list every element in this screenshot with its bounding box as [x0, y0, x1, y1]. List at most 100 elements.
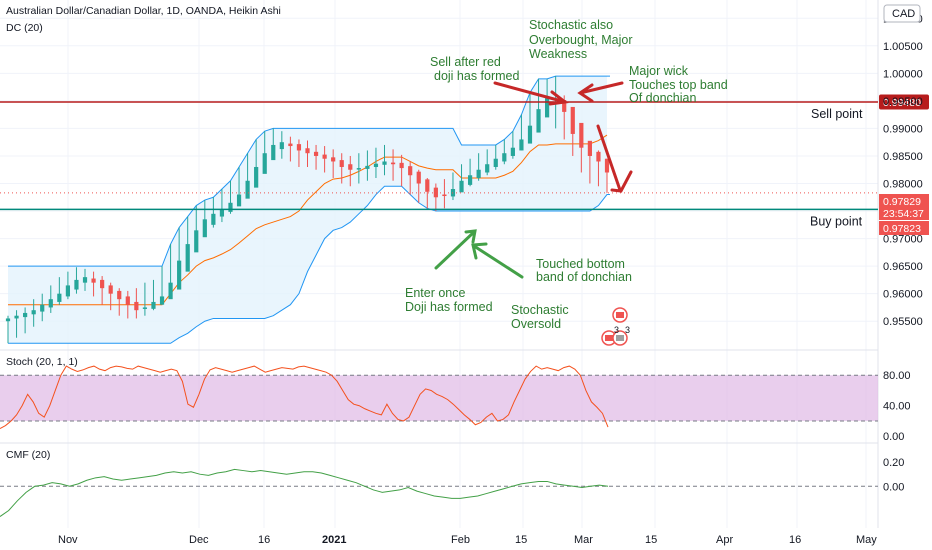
candle[interactable] — [579, 122, 584, 173]
candle[interactable] — [228, 180, 233, 214]
candle[interactable] — [23, 307, 28, 334]
candle[interactable] — [502, 139, 507, 165]
arrow-enter-doji — [434, 229, 477, 270]
candle[interactable] — [168, 244, 173, 300]
candle[interactable] — [142, 282, 148, 316]
cmf-pane[interactable]: 0.20 0.00 — [0, 457, 904, 517]
time-axis[interactable]: Nov Dec 16 2021 Feb 15 Mar 15 Apr 16 May — [58, 534, 877, 546]
candle[interactable] — [117, 288, 122, 316]
sell-level-label: Sell point — [811, 107, 863, 121]
candle-body — [288, 143, 293, 147]
candle-body — [536, 109, 541, 133]
candle[interactable] — [604, 158, 610, 193]
candle[interactable] — [313, 144, 319, 170]
candle[interactable] — [365, 150, 370, 181]
annotation-major-wick: Of donchian — [629, 91, 696, 105]
currency-badge[interactable]: CAD — [883, 4, 921, 23]
time-tick-label: 15 — [515, 534, 527, 546]
candle[interactable] — [485, 149, 490, 176]
candle[interactable] — [493, 144, 498, 170]
stochastic-pane[interactable]: 80.00 40.00 0.00 — [0, 365, 911, 443]
candle-body — [57, 293, 62, 302]
candle[interactable] — [339, 153, 344, 184]
candle[interactable] — [271, 128, 276, 161]
candle[interactable] — [262, 131, 267, 174]
candle-body — [271, 144, 276, 161]
arrow-sell-down — [596, 124, 633, 193]
price-axis[interactable]: 1.010001.005001.000000.995000.990000.985… — [879, 13, 929, 328]
candles[interactable] — [5, 76, 610, 344]
candle[interactable] — [211, 197, 216, 228]
candle[interactable] — [100, 276, 105, 305]
candle[interactable] — [519, 114, 524, 151]
candle[interactable] — [382, 144, 387, 176]
candle[interactable] — [296, 139, 302, 167]
candle[interactable] — [194, 205, 199, 253]
annotations: Stochastic also Overbought, Major Weakne… — [405, 18, 728, 331]
candle[interactable] — [373, 147, 379, 178]
time-tick-label: 16 — [789, 534, 801, 546]
stoch-tick-label: 0.00 — [883, 431, 904, 443]
candle[interactable] — [305, 140, 310, 167]
price-tick-label: 1.00500 — [883, 41, 923, 53]
candle[interactable] — [459, 164, 464, 193]
price-tick-label: 0.95500 — [883, 316, 923, 328]
candle[interactable] — [65, 271, 70, 300]
candle[interactable] — [348, 155, 353, 187]
candle[interactable] — [254, 139, 259, 188]
candle[interactable] — [399, 154, 404, 187]
cmf-line — [0, 468, 609, 517]
candle[interactable] — [82, 268, 88, 291]
candle[interactable] — [14, 310, 19, 338]
candle-body — [279, 142, 284, 150]
candle[interactable] — [134, 288, 139, 319]
candle[interactable] — [177, 227, 182, 290]
candle[interactable] — [5, 315, 11, 344]
candle[interactable] — [151, 279, 156, 311]
candle[interactable] — [527, 92, 533, 144]
candle[interactable] — [408, 161, 413, 195]
candle-body — [100, 279, 105, 289]
candle[interactable] — [570, 106, 575, 156]
candle[interactable] — [356, 153, 361, 184]
candle[interactable] — [322, 146, 327, 173]
candle[interactable] — [57, 277, 62, 305]
candle[interactable] — [219, 189, 225, 223]
candle-body — [236, 194, 242, 207]
candle[interactable] — [536, 78, 541, 133]
candle[interactable] — [288, 136, 293, 162]
candle[interactable] — [236, 166, 242, 207]
candle-body — [262, 153, 267, 174]
candle[interactable] — [91, 271, 96, 297]
event-markers[interactable]: 3 3 — [601, 307, 630, 346]
price-tick-label: 0.98000 — [883, 179, 923, 191]
candle[interactable] — [476, 153, 481, 181]
candle[interactable] — [416, 169, 421, 203]
candle[interactable] — [245, 153, 250, 199]
donchian-upper — [8, 75, 610, 267]
candle[interactable] — [185, 216, 190, 272]
candle[interactable] — [425, 178, 430, 209]
candle[interactable] — [587, 140, 592, 184]
candle[interactable] — [433, 183, 438, 212]
candle[interactable] — [108, 282, 113, 311]
candle[interactable] — [467, 158, 473, 187]
candle[interactable] — [510, 131, 515, 159]
candle-body — [125, 296, 130, 305]
candle[interactable] — [331, 149, 336, 178]
candle[interactable] — [442, 179, 447, 209]
annotation-sell-doji: doji has formed — [434, 69, 520, 83]
candle[interactable] — [40, 293, 45, 322]
candle[interactable] — [279, 131, 284, 159]
candle[interactable] — [202, 200, 207, 238]
candle[interactable] — [125, 290, 130, 319]
candle[interactable] — [74, 267, 79, 294]
candle-body — [562, 100, 567, 112]
candle[interactable] — [596, 150, 601, 187]
candle[interactable] — [48, 285, 53, 313]
candle-body — [322, 154, 327, 159]
candle[interactable] — [31, 299, 36, 327]
candle[interactable] — [390, 149, 396, 181]
candle[interactable] — [159, 266, 165, 305]
